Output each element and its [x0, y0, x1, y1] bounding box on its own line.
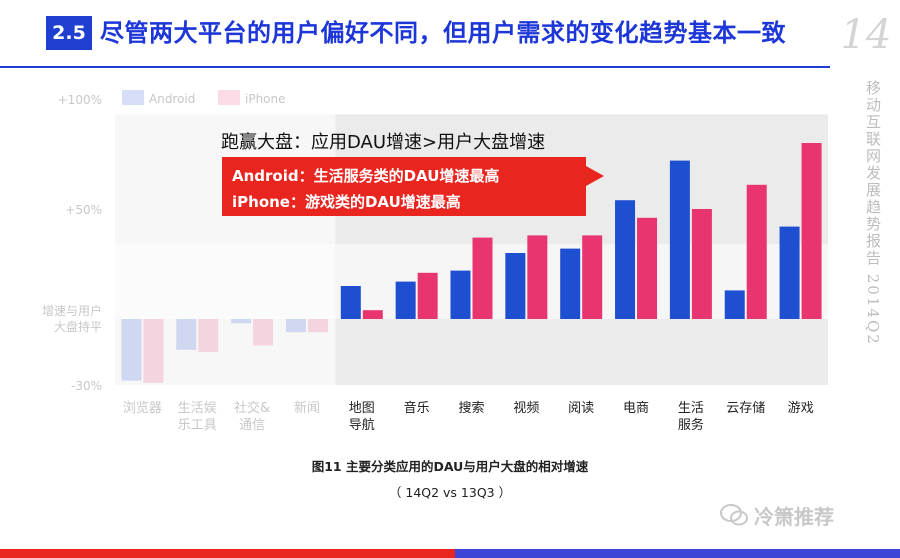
x-tick-label: 生活: [678, 401, 704, 416]
zero-line-label: 增速与用户: [42, 303, 102, 318]
callout-box: [222, 157, 604, 216]
bar-android: [779, 226, 800, 319]
x-tick-label: 乐工具: [178, 418, 217, 433]
bar-android: [450, 270, 471, 319]
chart-caption-period: （ 14Q2 vs 13Q3 ）: [388, 485, 512, 500]
zero-line-label: 大盘持平: [54, 319, 102, 334]
x-tick-label: 视频: [513, 401, 539, 416]
bar-android: [340, 286, 361, 319]
bar-iphone: [637, 217, 658, 319]
bar-iphone: [198, 319, 219, 352]
bar-android: [231, 319, 252, 324]
header-underline: [0, 66, 830, 68]
x-tick-label: 地图: [349, 401, 375, 416]
x-tick-label: 服务: [678, 417, 704, 433]
x-tick-label: 社交&: [234, 400, 270, 416]
x-tick-label: 搜索: [458, 401, 484, 416]
bar-android: [724, 290, 745, 319]
bar-android: [615, 200, 636, 319]
bar-android: [285, 319, 306, 333]
bar-android: [669, 160, 690, 319]
bar-iphone: [746, 184, 767, 319]
page-number: 14: [840, 12, 892, 58]
header: 2.5 尽管两大平台的用户偏好不同，但用户需求的变化趋势基本一致: [0, 12, 900, 68]
bar-iphone: [417, 272, 438, 319]
legend-swatch-iphone: [218, 90, 240, 105]
x-tick-label: 浏览器: [123, 400, 162, 416]
report-side-title: 移动互联网发展趋势报告 2014Q2: [864, 80, 882, 346]
x-tick-label: 云存储: [726, 401, 765, 416]
callout-heading: 跑赢大盘：应用DAU增速>用户大盘增速: [221, 131, 545, 153]
x-tick-label: 通信: [239, 418, 265, 433]
bar-iphone: [307, 319, 328, 333]
callout-line-android: Android：生活服务类的DAU增速最高: [232, 167, 499, 185]
x-tick-label: 阅读: [568, 401, 594, 416]
bottom-bar-red: [0, 549, 455, 558]
bar-android: [121, 319, 142, 381]
bar-iphone: [691, 209, 712, 319]
bar-android: [505, 253, 526, 319]
chart-caption: 图11 主要分类应用的DAU与用户大盘的相对增速: [311, 459, 589, 474]
bar-android: [395, 281, 416, 319]
x-tick-label: 导航: [349, 417, 375, 433]
callout-line-iphone: iPhone：游戏类的DAU增速最高: [232, 193, 461, 211]
x-tick-label: 新闻: [294, 400, 320, 416]
bar-iphone: [527, 235, 548, 319]
watermark-text: 冷箫推荐: [754, 504, 834, 529]
plot-band: [115, 244, 828, 319]
wechat-icon: [720, 504, 748, 526]
bottom-bar-blue: [455, 549, 900, 558]
bar-iphone: [143, 319, 164, 383]
section-number: 2.5: [46, 16, 92, 50]
bar-iphone: [582, 235, 603, 319]
watermark: 冷箫推荐: [720, 500, 890, 530]
page-title: 尽管两大平台的用户偏好不同，但用户需求的变化趋势基本一致: [100, 19, 786, 47]
y-tick-label: -30%: [71, 379, 102, 393]
bar-iphone: [362, 310, 383, 319]
y-tick-label: +50%: [65, 203, 102, 217]
bar-iphone: [801, 143, 822, 319]
x-tick-label: 游戏: [788, 401, 814, 416]
legend-label-iphone: iPhone: [245, 92, 286, 106]
x-tick-label: 音乐: [404, 400, 430, 416]
legend-label-android: Android: [149, 92, 195, 106]
legend-swatch-android: [122, 90, 144, 105]
bar-iphone: [253, 319, 274, 346]
bar-iphone: [472, 237, 493, 319]
y-tick-label: +100%: [58, 93, 102, 107]
x-tick-label: 电商: [623, 401, 649, 416]
bar-android: [560, 248, 581, 319]
bar-android: [176, 319, 197, 350]
x-tick-label: 生活娱: [178, 401, 217, 416]
